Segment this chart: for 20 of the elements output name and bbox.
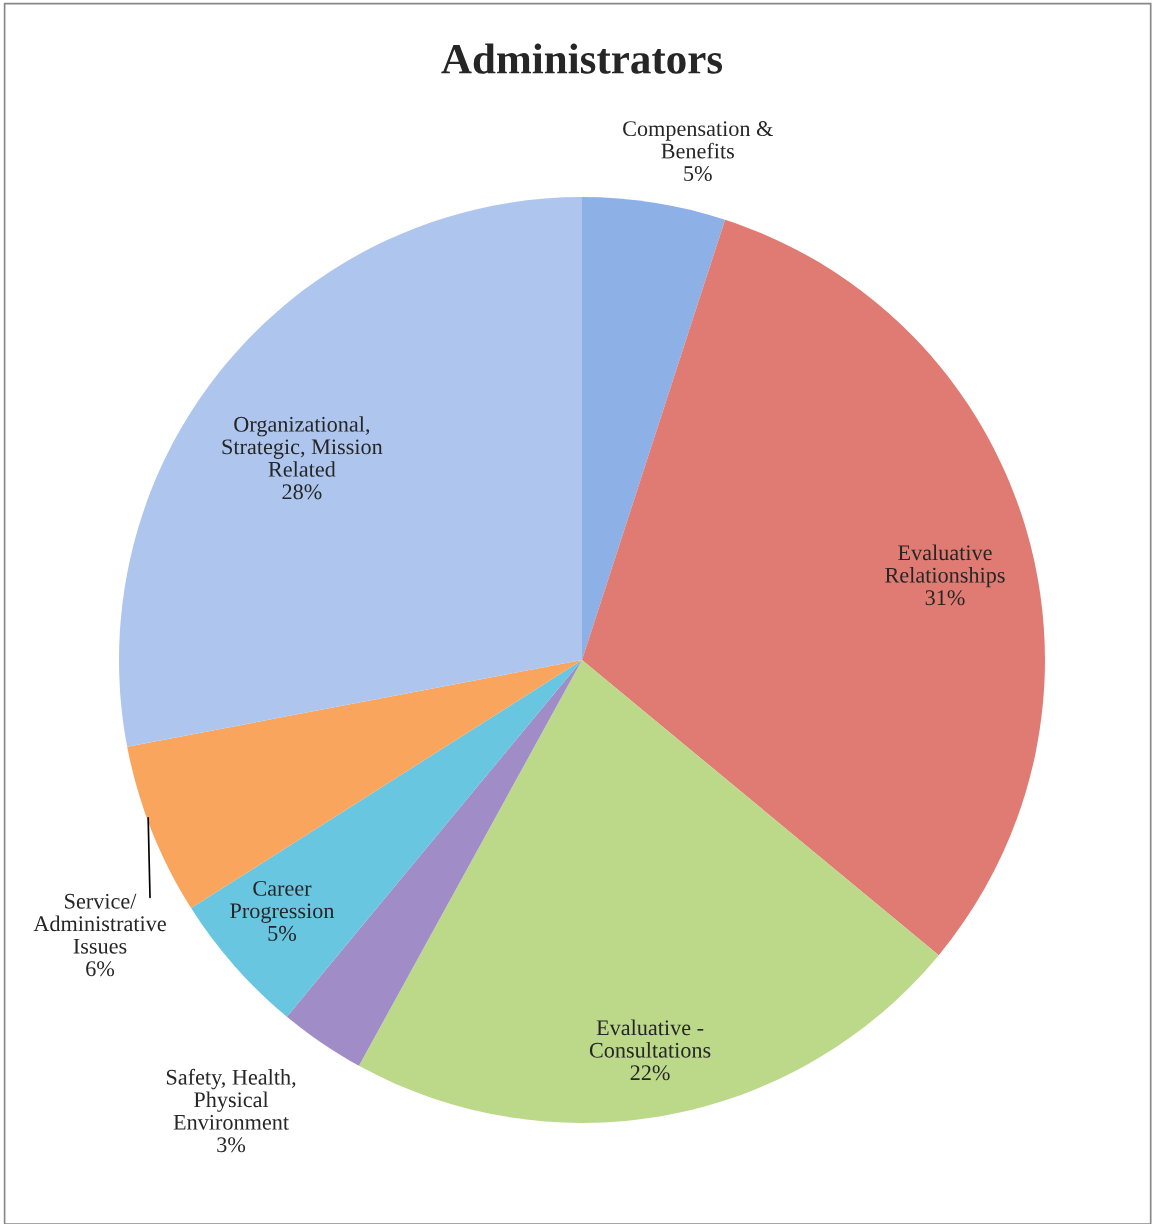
slice-label: Safety, Health, Physical Environment [166,1068,296,1130]
pie-slice [358,660,939,1123]
pie-slice [191,660,582,1017]
pie-slice [119,197,582,747]
chart-title: Administrators [441,43,723,74]
pie-slice [582,219,1045,956]
slice-label: Organizational, Strategic, Mission Related [222,416,383,477]
slice-label: Evaluative - Consultations [589,1019,711,1058]
slice-label: Career Progression [230,880,335,923]
pie-slice [582,197,726,660]
data-label: 22% [630,1065,670,1081]
slice-label: Compensation & Benefits [623,121,773,159]
slice-label: Service/ Administrative Issues [33,893,166,954]
slice-label: Evaluative Relationships [885,544,1005,588]
data-label: 28% [282,484,322,500]
data-label: 5% [268,925,297,941]
data-label: 31% [925,590,965,606]
data-label: 3% [217,1137,246,1153]
data-label: 5% [684,166,712,182]
data-label: 6% [86,961,115,977]
